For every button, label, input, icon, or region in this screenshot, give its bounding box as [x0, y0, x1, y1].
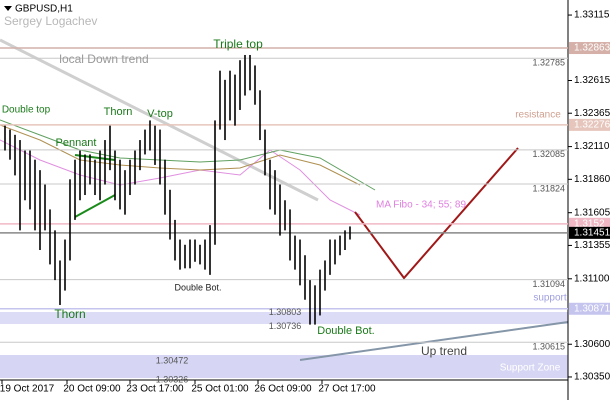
marked-level-box: [569, 302, 610, 315]
x-tick-label: 25 Oct 01:00: [191, 384, 249, 395]
annotation: Thorn: [104, 106, 133, 118]
marked-level-box: [569, 42, 610, 55]
level-label: 1.30615: [532, 342, 565, 352]
marked-level-label: 1.3152: [574, 218, 605, 229]
ma-89: [0, 119, 376, 191]
x-tick-label: 27 Oct 17:00: [318, 384, 376, 395]
level-label: 1.32785: [532, 58, 565, 68]
forecast-line: [354, 147, 519, 280]
y-tick-label: 1.30600: [574, 339, 610, 350]
support-band: [0, 312, 568, 324]
marked-level-label: 1.31451: [574, 227, 610, 238]
annotation: Pennant: [56, 137, 97, 149]
y-tick-label: 1.32365: [574, 108, 610, 119]
price-note: 1.30803: [269, 307, 302, 317]
support-zone-band: [0, 355, 568, 378]
level-label: 1.32085: [532, 149, 565, 159]
marked-level-box: [569, 118, 610, 131]
x-tick-label: 20 Oct 09:00: [63, 384, 121, 395]
price-note: 1.30326: [156, 374, 189, 384]
level-label: 1.31824: [532, 183, 565, 193]
level-label: 1.31094: [532, 279, 565, 289]
annotation: local Down trend: [59, 52, 148, 66]
marked-level-box: [569, 217, 610, 230]
menu-arrow[interactable]: [4, 6, 12, 11]
annotation: Double Bot.: [174, 282, 221, 292]
y-tick-label: 1.30350: [574, 372, 610, 383]
annotation: Thorn: [54, 307, 85, 321]
annotation: MA Fibo - 34; 55; 89: [376, 200, 466, 211]
price-note: 1.30736: [269, 321, 302, 331]
y-tick-label: 1.31100: [574, 273, 610, 284]
price-note: 1.30472: [156, 355, 189, 365]
pennant-line: [74, 154, 116, 161]
y-tick-label: 1.32615: [574, 75, 610, 86]
marked-level-box: [569, 226, 610, 239]
x-tick-label: 26 Oct 09:00: [254, 384, 312, 395]
y-tick-label: 1.31605: [574, 207, 610, 218]
annotation: Up trend: [421, 344, 467, 358]
marked-level-label: 1.32276: [574, 120, 610, 131]
annotation: support: [533, 293, 567, 304]
annotation: Double top: [2, 105, 51, 116]
annotation: V-top: [147, 108, 173, 120]
pennant-line: [74, 194, 116, 218]
y-tick-label: 1.32110: [574, 141, 610, 152]
y-tick-label: 1.31860: [574, 174, 610, 185]
up-trend-line: [299, 321, 569, 361]
marked-level-label: 1.30871: [574, 303, 610, 314]
marked-level-label: 1.32863: [574, 43, 610, 54]
annotation: Double Bot.: [317, 325, 374, 337]
chart-title: GBPUSD,H1: [15, 4, 73, 15]
annotation: Triple top: [213, 37, 263, 51]
annotation: resistance: [515, 110, 561, 121]
annotation: Support Zone: [500, 363, 561, 374]
chart-subtitle: Sergey Logachev: [4, 14, 97, 28]
x-tick-label: 23 Oct 17:00: [126, 384, 184, 395]
y-tick-label: 1.31355: [574, 240, 610, 251]
y-tick-label: 1.33115: [574, 10, 610, 21]
x-tick-label: 19 Oct 2017: [0, 384, 55, 395]
